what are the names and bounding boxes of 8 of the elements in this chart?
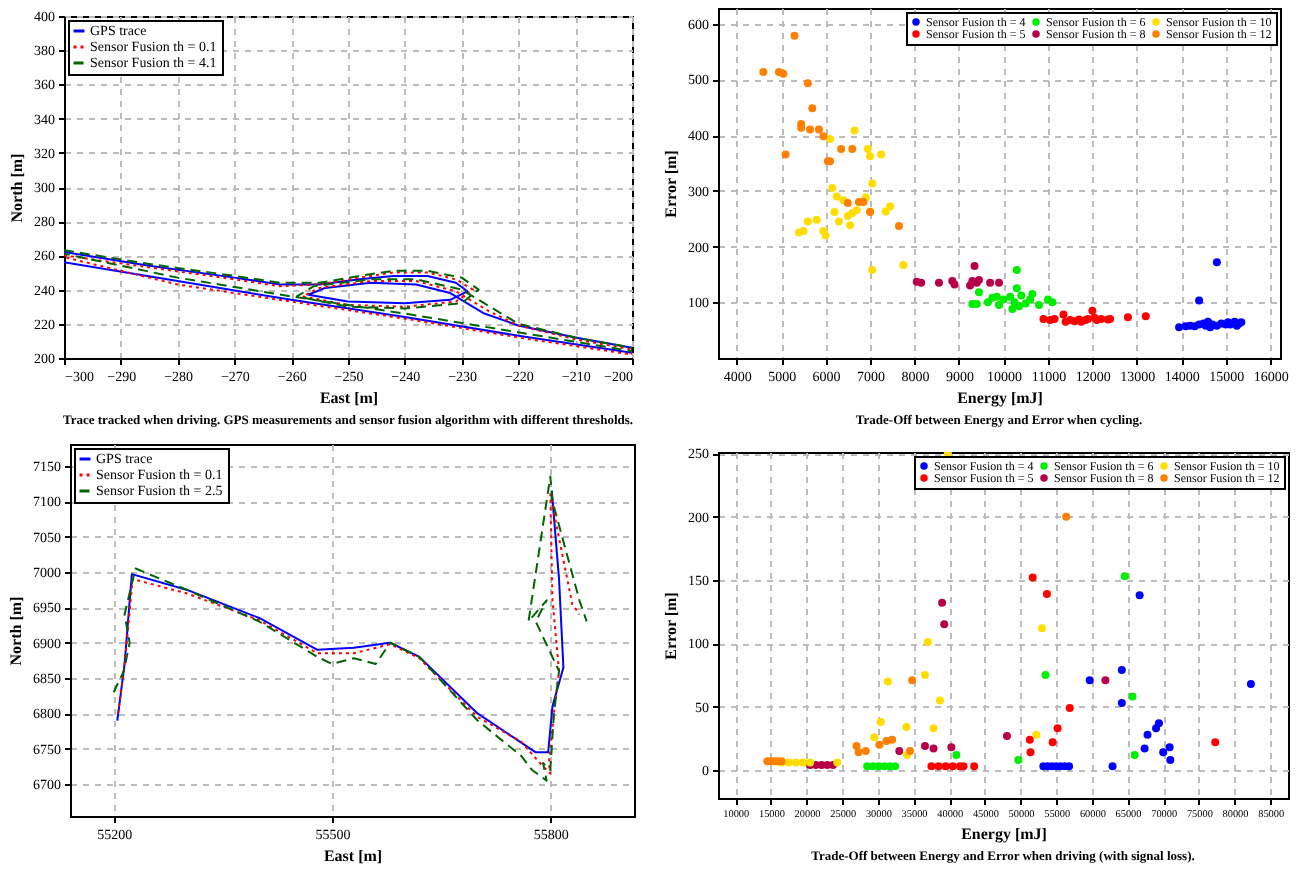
y-axis-title: Error [m]	[662, 149, 680, 218]
y-axis-title: North [m]	[7, 595, 25, 666]
x-axis-title: East [m]	[319, 389, 379, 407]
x-axis-title: East [m]	[323, 847, 383, 865]
x-axis-title: Energy [mJ]	[961, 825, 1048, 844]
y-axis-title: Error [m]	[662, 591, 680, 660]
x-axis-title: Energy [mJ]	[957, 389, 1044, 407]
y-axis-title: North [m]	[8, 152, 26, 223]
